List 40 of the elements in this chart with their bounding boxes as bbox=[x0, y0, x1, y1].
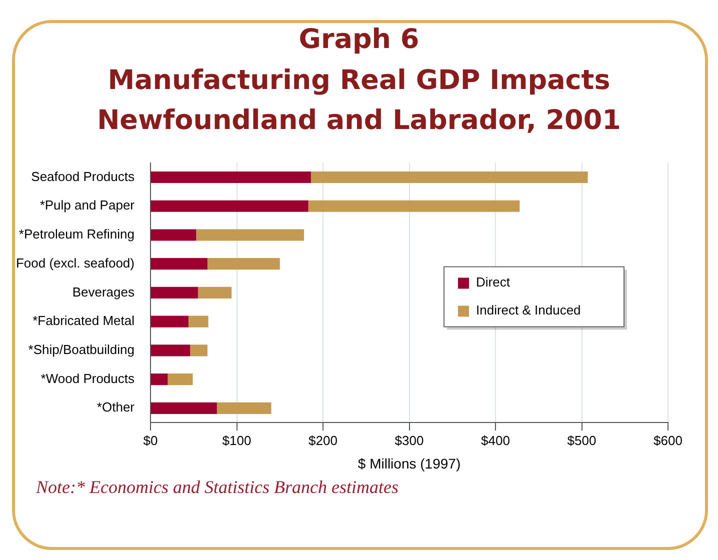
bar bbox=[151, 171, 311, 184]
x-tick-label: $400 bbox=[481, 432, 510, 448]
bar bbox=[198, 286, 232, 298]
bar bbox=[151, 402, 217, 414]
bar bbox=[310, 171, 588, 184]
y-tick-label: *Ship/Boatbuilding bbox=[28, 342, 135, 358]
x-tick-label: $0 bbox=[143, 432, 158, 448]
chart-title: Graph 6 bbox=[298, 23, 420, 55]
bar bbox=[151, 200, 308, 212]
y-tick-label: Seafood Products bbox=[31, 168, 135, 184]
y-tick-label: *Other bbox=[96, 400, 136, 415]
bar bbox=[308, 200, 520, 212]
y-tick-label: *Pulp and Paper bbox=[40, 198, 136, 213]
y-tick-label: *Fabricated Metal bbox=[32, 313, 135, 328]
bar bbox=[207, 258, 280, 270]
bar bbox=[151, 229, 196, 241]
bar bbox=[151, 374, 168, 386]
bar bbox=[196, 229, 304, 241]
y-tick-label: *Petroleum Refining bbox=[18, 226, 135, 242]
bar bbox=[216, 402, 272, 414]
y-tick-label: *Wood Products bbox=[40, 370, 135, 386]
x-tick-label: $500 bbox=[567, 432, 596, 448]
bar bbox=[151, 344, 190, 356]
text: Note:* Economics and Statistics Branch estimates bbox=[34, 477, 400, 498]
x-tick-label: $600 bbox=[654, 432, 682, 448]
y-tick-label: Beverages bbox=[72, 284, 135, 300]
bar bbox=[188, 316, 208, 328]
legend-label: Direct bbox=[476, 274, 510, 290]
x-tick-label: $100 bbox=[222, 432, 252, 448]
bar bbox=[168, 374, 193, 386]
chart-subtitle: Manufacturing Real GDP Impacts Newfoundland and Labrador, 2001 bbox=[96, 64, 622, 138]
legend-label: Indirect & Induced bbox=[476, 302, 581, 318]
bar bbox=[151, 316, 188, 328]
bar bbox=[190, 344, 208, 356]
bar bbox=[151, 258, 208, 270]
x-tick-label: $200 bbox=[308, 432, 338, 448]
y-tick-label: Food (excl. seafood) bbox=[16, 255, 135, 270]
x-axis-title: $ Millions (1997) bbox=[358, 455, 461, 472]
x-tick-label: $300 bbox=[394, 432, 424, 448]
bar bbox=[151, 286, 198, 298]
